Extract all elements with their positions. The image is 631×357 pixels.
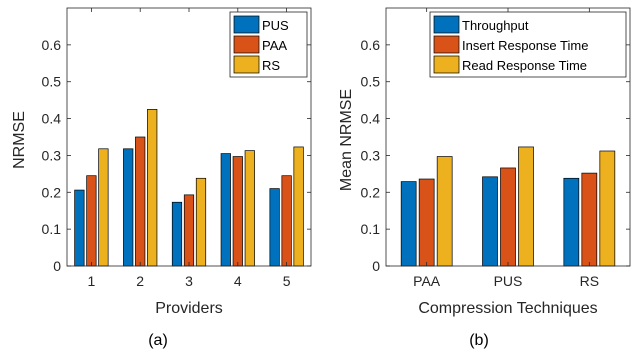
chart-b-legend-swatch bbox=[433, 15, 460, 34]
chart-a: NRMSE 0 0.1 0.2 0.3 0.4 0.5 0.6 1 2 3 4 5 PUS PAA RS P… bbox=[11, 7, 312, 349]
chart-b-ytick-label: 0.4 bbox=[361, 111, 381, 127]
chart-b-ytick-label: 0.3 bbox=[361, 147, 381, 163]
chart-a-legend-label: RS bbox=[262, 58, 280, 73]
chart-b-xtick-label: PAA bbox=[413, 273, 441, 289]
chart-a-ytick-label: 0.1 bbox=[42, 221, 62, 237]
chart-a-bar-3 bbox=[293, 146, 304, 267]
chart-b-bar-2 bbox=[581, 172, 598, 267]
chart-a-axes-box bbox=[66, 7, 312, 267]
chart-a-bar-3 bbox=[147, 109, 158, 267]
chart-b-xtick-label: PUS bbox=[494, 273, 523, 289]
chart-a-xtick-label: 5 bbox=[283, 273, 291, 289]
chart-a-bar-2 bbox=[183, 194, 195, 267]
chart-b-plot-area: 0 0.1 0.2 0.3 0.4 0.5 0.6 PAA PUS RS Throughput Ins… bbox=[361, 7, 631, 289]
chart-a-xtick-label: 2 bbox=[136, 273, 144, 289]
chart-a-xtick-label: 3 bbox=[185, 273, 193, 289]
chart-b-axes-box bbox=[385, 7, 631, 267]
chart-b-ytick-label: 0.6 bbox=[361, 37, 381, 53]
chart-a-legend: PUS PAA RS bbox=[229, 11, 308, 78]
chart-a-ytick-label: 0.2 bbox=[42, 184, 62, 200]
chart-a-bar-1 bbox=[74, 189, 85, 267]
chart-a-legend-swatch bbox=[233, 35, 260, 54]
chart-a-ytick-label: 0.5 bbox=[42, 74, 62, 90]
chart-b-bar-3 bbox=[436, 156, 453, 267]
chart-b-legend-swatch bbox=[433, 35, 460, 54]
chart-a-xtick-label: 1 bbox=[88, 273, 96, 289]
chart-b-legend-label: Throughput bbox=[462, 18, 529, 33]
chart-b-legend-label: Insert Response Time bbox=[462, 38, 588, 53]
chart-b-xtick-label: RS bbox=[580, 273, 599, 289]
chart-a-ytick-label: 0.6 bbox=[42, 37, 62, 53]
chart-a-legend-swatch bbox=[233, 55, 260, 74]
chart-b-bar-3 bbox=[599, 150, 616, 267]
chart-b-bar-1 bbox=[400, 181, 417, 267]
chart-a-bar-1 bbox=[123, 148, 134, 267]
chart-b-caption: (b) bbox=[469, 332, 489, 349]
chart-a-xtick-label: 4 bbox=[234, 273, 242, 289]
chart-b-bar-2 bbox=[500, 167, 516, 267]
chart-a-ylabel: NRMSE bbox=[11, 111, 28, 169]
chart-b-legend-box bbox=[429, 11, 627, 78]
chart-a-bar-2 bbox=[135, 136, 146, 267]
chart-b-ytick-label: 0.2 bbox=[361, 184, 381, 200]
chart-b-ylabel: Mean NRMSE bbox=[338, 89, 355, 191]
chart-b-xlabel: Compression Techniques bbox=[418, 300, 597, 317]
chart-a-bar-2 bbox=[86, 175, 97, 267]
chart-a-ytick-label: 0.3 bbox=[42, 147, 62, 163]
chart-a-ytick-label: 0.4 bbox=[42, 111, 62, 127]
chart-a-legend-label: PAA bbox=[262, 38, 287, 53]
chart-a-bar-3 bbox=[244, 150, 255, 267]
chart-a-legend-label: PUS bbox=[262, 18, 289, 33]
chart-b-bar-1 bbox=[563, 177, 580, 267]
chart-a-ytick-label: 0 bbox=[53, 258, 61, 274]
chart-b-legend-swatch bbox=[433, 55, 460, 74]
chart-a-bar-1 bbox=[269, 188, 280, 267]
chart-b-ytick-label: 0.5 bbox=[361, 74, 381, 90]
chart-a-bar-2 bbox=[232, 156, 243, 267]
chart-a-plot-area: 0 0.1 0.2 0.3 0.4 0.5 0.6 1 2 3 4 5 PUS PAA RS bbox=[42, 7, 312, 289]
chart-a-bar-1 bbox=[171, 201, 183, 267]
chart-b-ytick-label: 0.1 bbox=[361, 221, 381, 237]
chart-a-caption: (a) bbox=[148, 332, 168, 349]
chart-a-bar-1 bbox=[220, 153, 231, 267]
chart-b-legend-label: Read Response Time bbox=[462, 58, 587, 73]
chart-b-bar-1 bbox=[482, 176, 498, 267]
chart-a-bar-2 bbox=[281, 175, 292, 267]
chart-b: Mean NRMSE 0 0.1 0.2 0.3 0.4 0.5 0.6 PAA PUS RS Th… bbox=[338, 7, 631, 349]
chart-b-bar-2 bbox=[418, 178, 435, 267]
chart-b-bar-3 bbox=[518, 146, 534, 267]
chart-a-xlabel: Providers bbox=[155, 300, 223, 317]
chart-a-bar-3 bbox=[98, 148, 109, 267]
chart-a-bar-3 bbox=[195, 177, 207, 267]
chart-b-legend: Throughput Insert Response Time Read Respo… bbox=[429, 11, 627, 78]
chart-b-ytick-label: 0 bbox=[372, 258, 380, 274]
chart-a-legend-swatch bbox=[233, 15, 260, 34]
